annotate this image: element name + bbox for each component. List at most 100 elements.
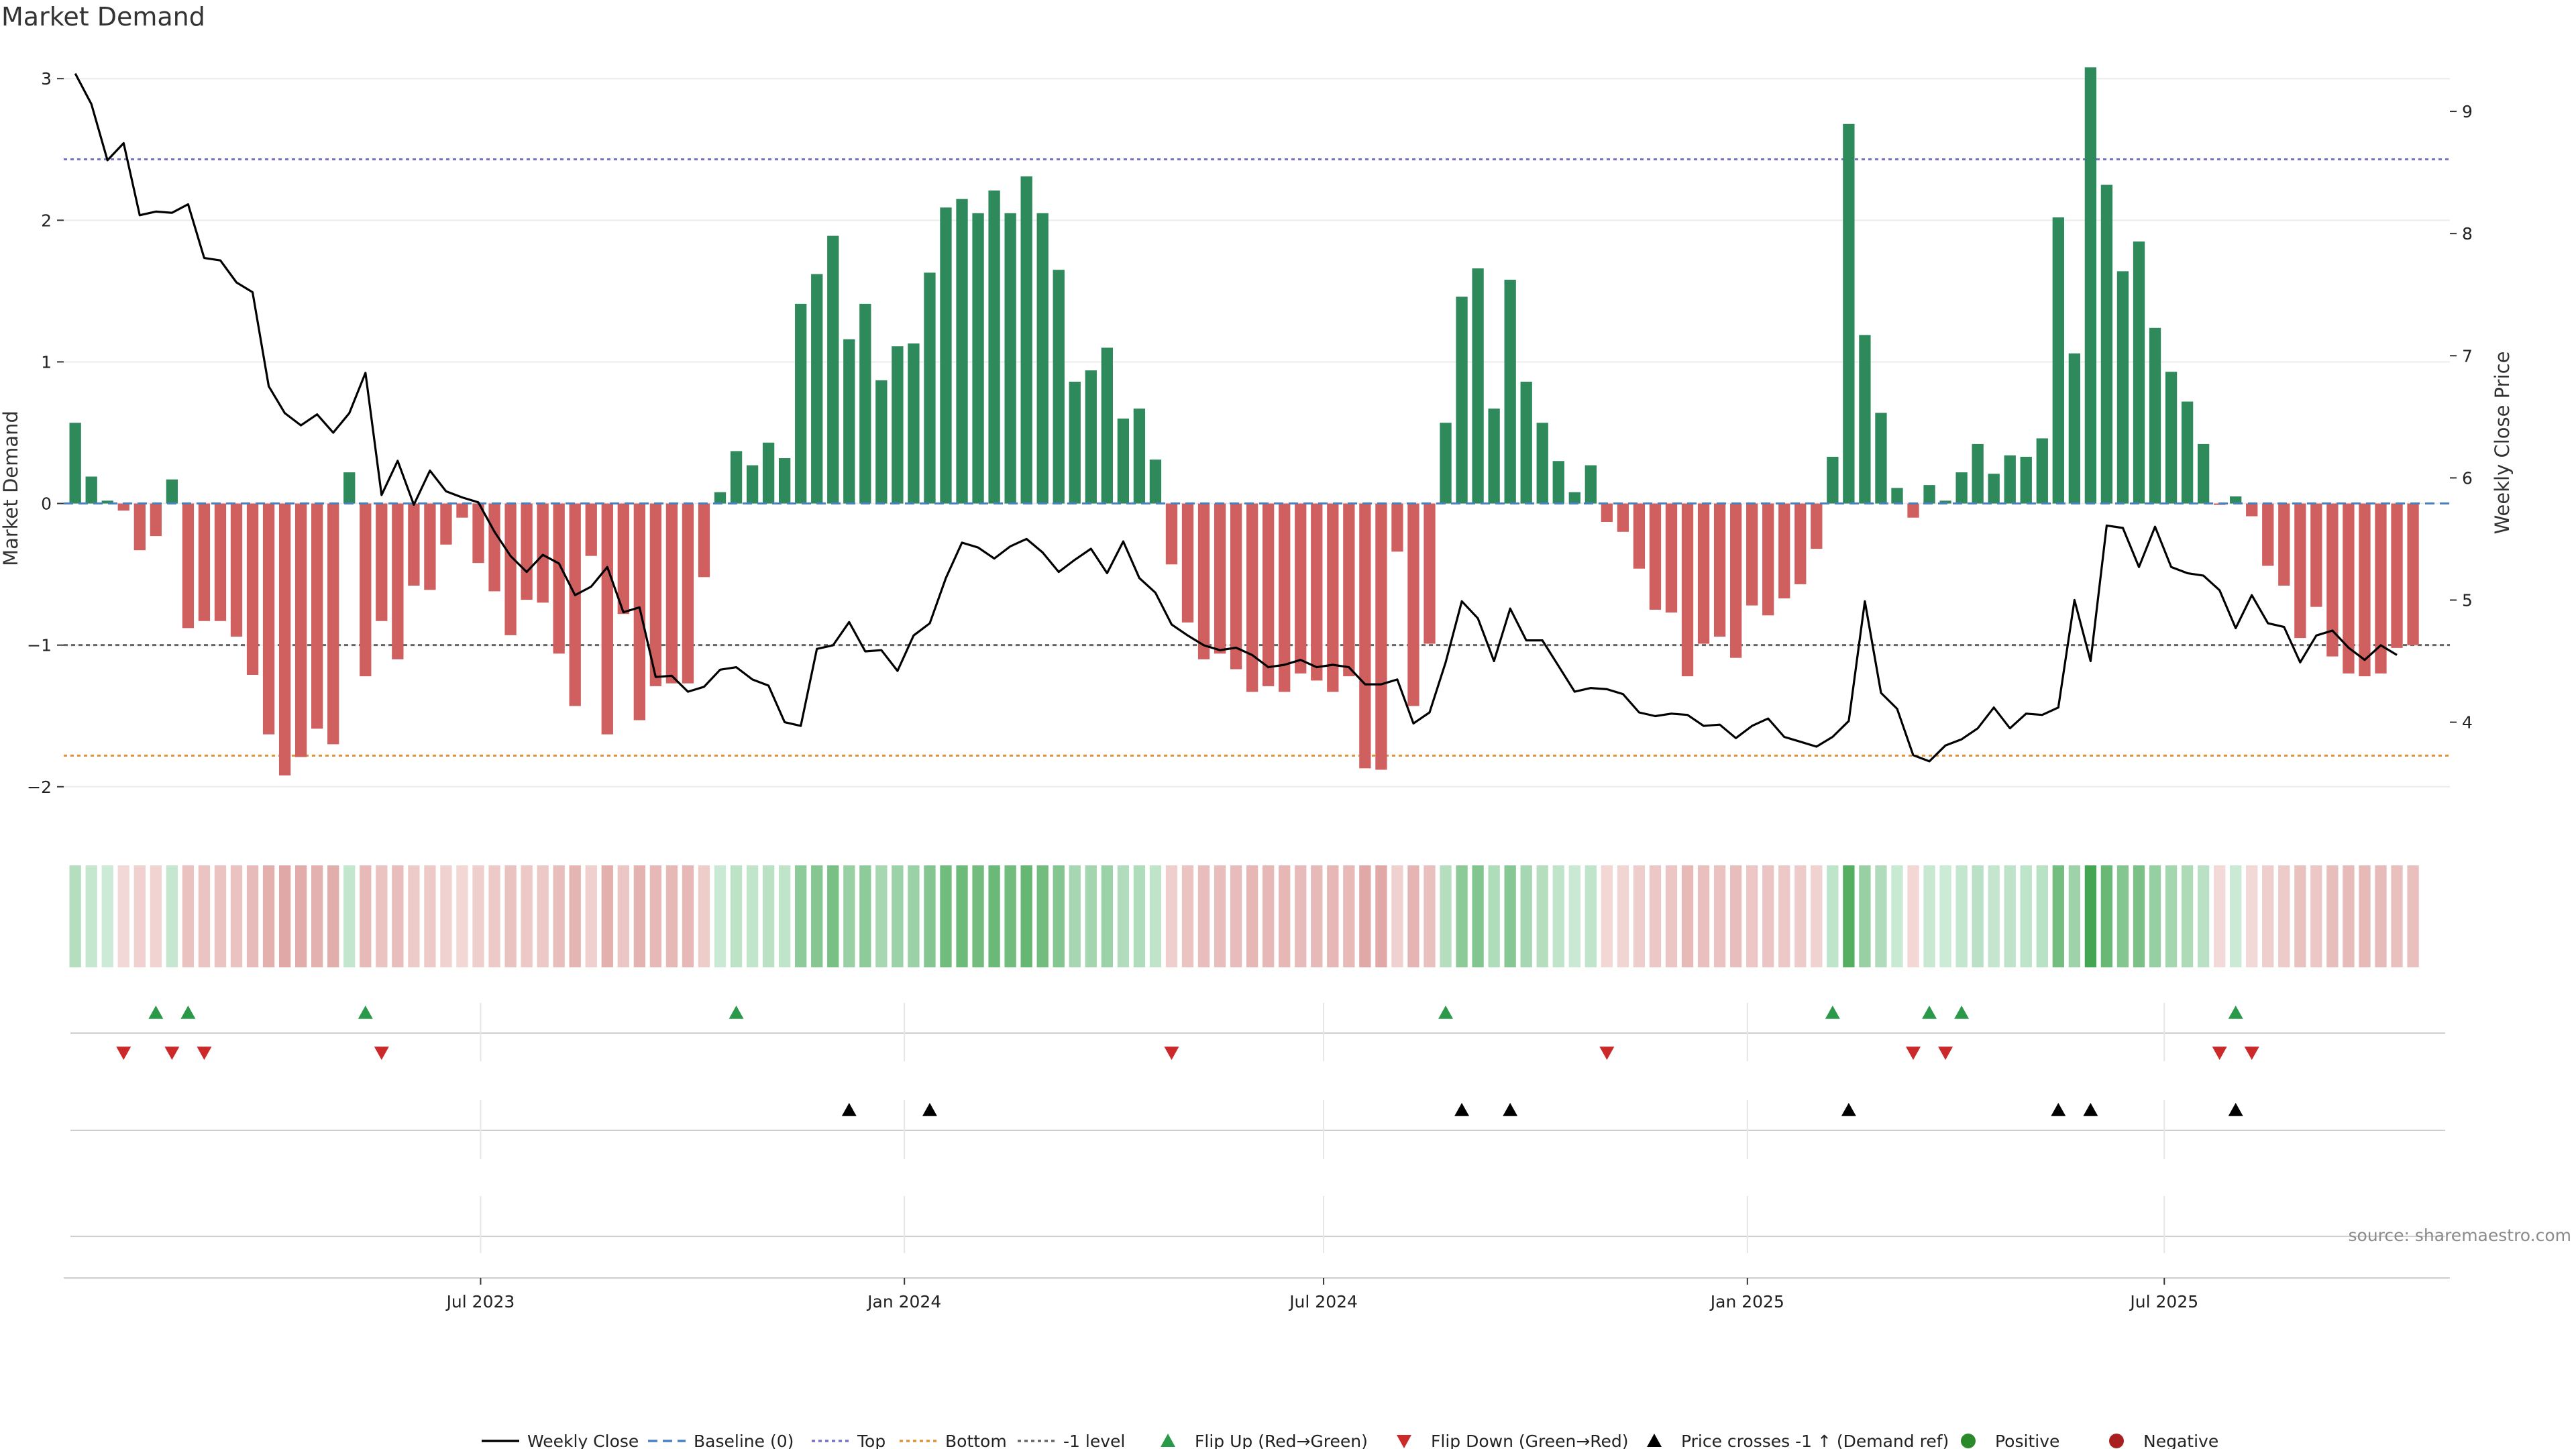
heat-cell (1456, 865, 1468, 967)
demand-bar (811, 274, 823, 504)
heat-cell (2116, 865, 2129, 967)
legend-item-positive: Positive (1961, 1432, 2059, 1449)
demand-bar (392, 503, 404, 659)
heat-cell (1343, 865, 1355, 967)
chart-title: Market Demand (1, 2, 205, 32)
heat-cell (2197, 865, 2210, 967)
demand-bar (1729, 503, 1742, 658)
heat-cell (424, 865, 436, 967)
demand-bar (1343, 503, 1355, 677)
legend-label: Top (857, 1432, 885, 1449)
heat-cell (1440, 865, 1452, 967)
flip-down-marker (197, 1046, 212, 1060)
heat-cell (537, 865, 549, 967)
heat-cell (1472, 865, 1484, 967)
heat-cell (69, 865, 81, 967)
legend-item-cross: Price crosses -1 ↑ (Demand ref) (1647, 1432, 1949, 1449)
demand-bar (1859, 335, 1871, 504)
heat-cell (1117, 865, 1130, 967)
heat-cell (2068, 865, 2081, 967)
flip-down-marker (1599, 1046, 1615, 1060)
heat-cell (682, 865, 694, 967)
flip-down-marker (374, 1046, 389, 1060)
demand-bar (1746, 503, 1758, 606)
demand-bar (488, 503, 500, 592)
demand-bar (585, 503, 597, 556)
demand-bar (2326, 503, 2339, 657)
heat-cell (488, 865, 500, 967)
heat-cell (1649, 865, 1662, 967)
source-note: source: sharemaestro.com (2349, 1226, 2572, 1245)
demand-bar (617, 503, 629, 614)
demand-bar (1617, 503, 1629, 532)
heat-cell (2100, 865, 2113, 967)
demand-bar (1230, 503, 1242, 669)
heat-cell (1988, 865, 2000, 967)
legend-item-minus-one: -1 level (1018, 1432, 1125, 1449)
heat-cell (1504, 865, 1516, 967)
demand-bar (714, 492, 727, 504)
demand-bar (1295, 503, 1307, 674)
demand-bar (376, 503, 388, 621)
demand-bar (69, 423, 81, 504)
demand-bar (1101, 347, 1113, 504)
heat-cell (1069, 865, 1081, 967)
demand-bar (2084, 67, 2097, 504)
demand-bar (230, 503, 243, 637)
heat-cell (472, 865, 484, 967)
demand-bar (730, 451, 743, 504)
heat-cell (1617, 865, 1629, 967)
price-cross-marker (1454, 1103, 1470, 1116)
event-marker-panels (70, 1003, 2445, 1253)
demand-bar (2036, 438, 2048, 504)
price-cross-marker (2228, 1103, 2243, 1116)
legend-item-flip-up: Flip Up (Red→Green) (1161, 1432, 1368, 1449)
demand-bar (2149, 327, 2161, 504)
heat-cell (2343, 865, 2355, 967)
demand-bar (294, 503, 307, 757)
demand-bar (2278, 503, 2290, 586)
demand-bar (537, 503, 549, 603)
heat-cell (730, 865, 743, 967)
demand-bar (1585, 465, 1597, 504)
heat-cell (1327, 865, 1339, 967)
demand-bar (1165, 503, 1178, 565)
demand-bar (133, 503, 146, 551)
y-tick-label-left: −1 (27, 636, 52, 655)
heat-cell (327, 865, 339, 967)
heat-cell (1843, 865, 1855, 967)
demand-bar (1036, 213, 1049, 504)
demand-bar (1778, 503, 1790, 598)
demand-bar (1472, 268, 1484, 504)
heat-cell (1020, 865, 1032, 967)
demand-bar (1004, 213, 1016, 504)
heat-cell (1214, 865, 1226, 967)
heat-cell (2262, 865, 2274, 967)
weekly-close-line (74, 72, 2398, 763)
demand-bar (2197, 443, 2210, 504)
reference-levels (64, 158, 2450, 757)
heat-cell (1295, 865, 1307, 967)
heat-cell (779, 865, 791, 967)
heat-cell (150, 865, 162, 967)
heat-cell (2084, 865, 2097, 967)
demand-bar (1697, 503, 1710, 644)
heat-cell (1972, 865, 1984, 967)
heat-cell (1181, 865, 1194, 967)
heat-cell (1859, 865, 1871, 967)
demand-bar (1246, 503, 1258, 692)
heat-cell (2359, 865, 2371, 967)
demand-bar (779, 458, 791, 504)
demand-bar (698, 503, 710, 578)
demand-bar (601, 503, 613, 735)
legend-label: -1 level (1063, 1432, 1125, 1449)
y-tick-label-left: 3 (41, 69, 52, 89)
legend-label: Flip Down (Green→Red) (1431, 1432, 1629, 1449)
heat-cell (1955, 865, 1968, 967)
heat-cell (665, 865, 678, 967)
flip-down-marker (1938, 1046, 1953, 1060)
legend-label: Weekly Close (527, 1432, 639, 1449)
demand-bar (1762, 503, 1774, 616)
heat-cell (1875, 865, 1887, 967)
demand-bar (569, 503, 581, 706)
